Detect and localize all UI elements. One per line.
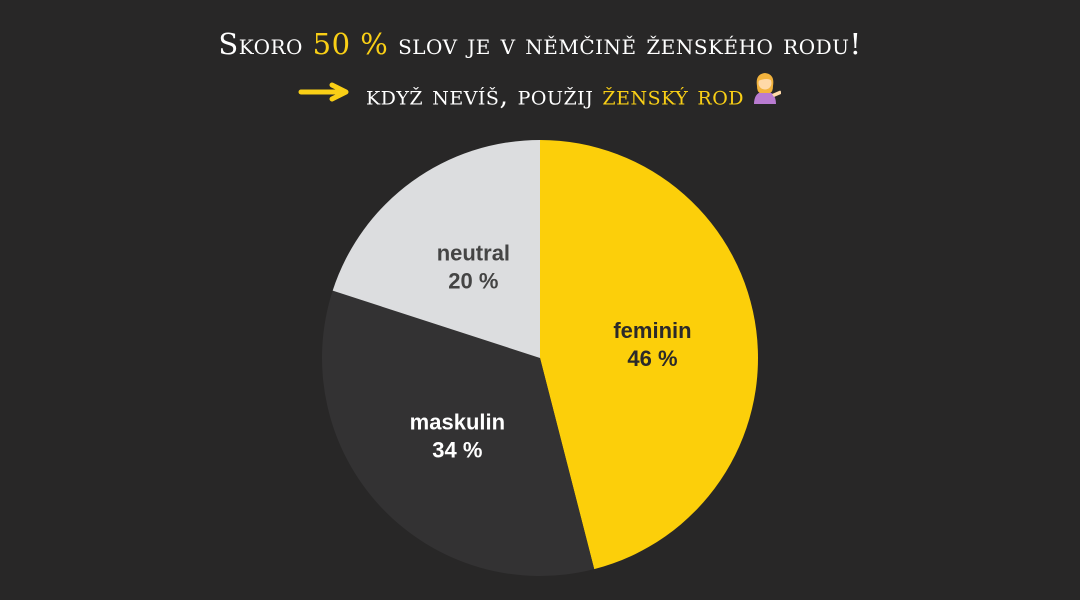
headline-highlight-percent: 50 % [312,27,389,61]
woman-tipping-hand-icon [748,70,782,116]
slice-label-feminin: feminin [613,318,691,343]
pie-slice-feminin [540,140,758,570]
tip-highlight: ženský rod [602,80,745,112]
slice-label-maskulin: maskulin [410,410,505,435]
pie-slice-neutral [332,140,540,358]
pie-slice-maskulin [322,290,595,576]
slice-label-neutral: neutral [437,240,510,265]
slice-value-maskulin: 34 % [432,438,482,463]
slice-value-feminin: 46 % [627,346,677,371]
headline-prefix: Skoro [218,27,303,61]
tip-prefix: když nevíš, použij [365,80,594,112]
headline-line-2: když nevíš, použij ženský rod [0,73,1080,120]
headline-line-1: Skoro 50 % slov je v němčině ženského ro… [0,24,1080,64]
arrow-right-icon [298,74,350,114]
slice-value-neutral: 20 % [448,268,498,293]
headline-suffix: slov je v němčině ženského rodu! [398,27,862,61]
